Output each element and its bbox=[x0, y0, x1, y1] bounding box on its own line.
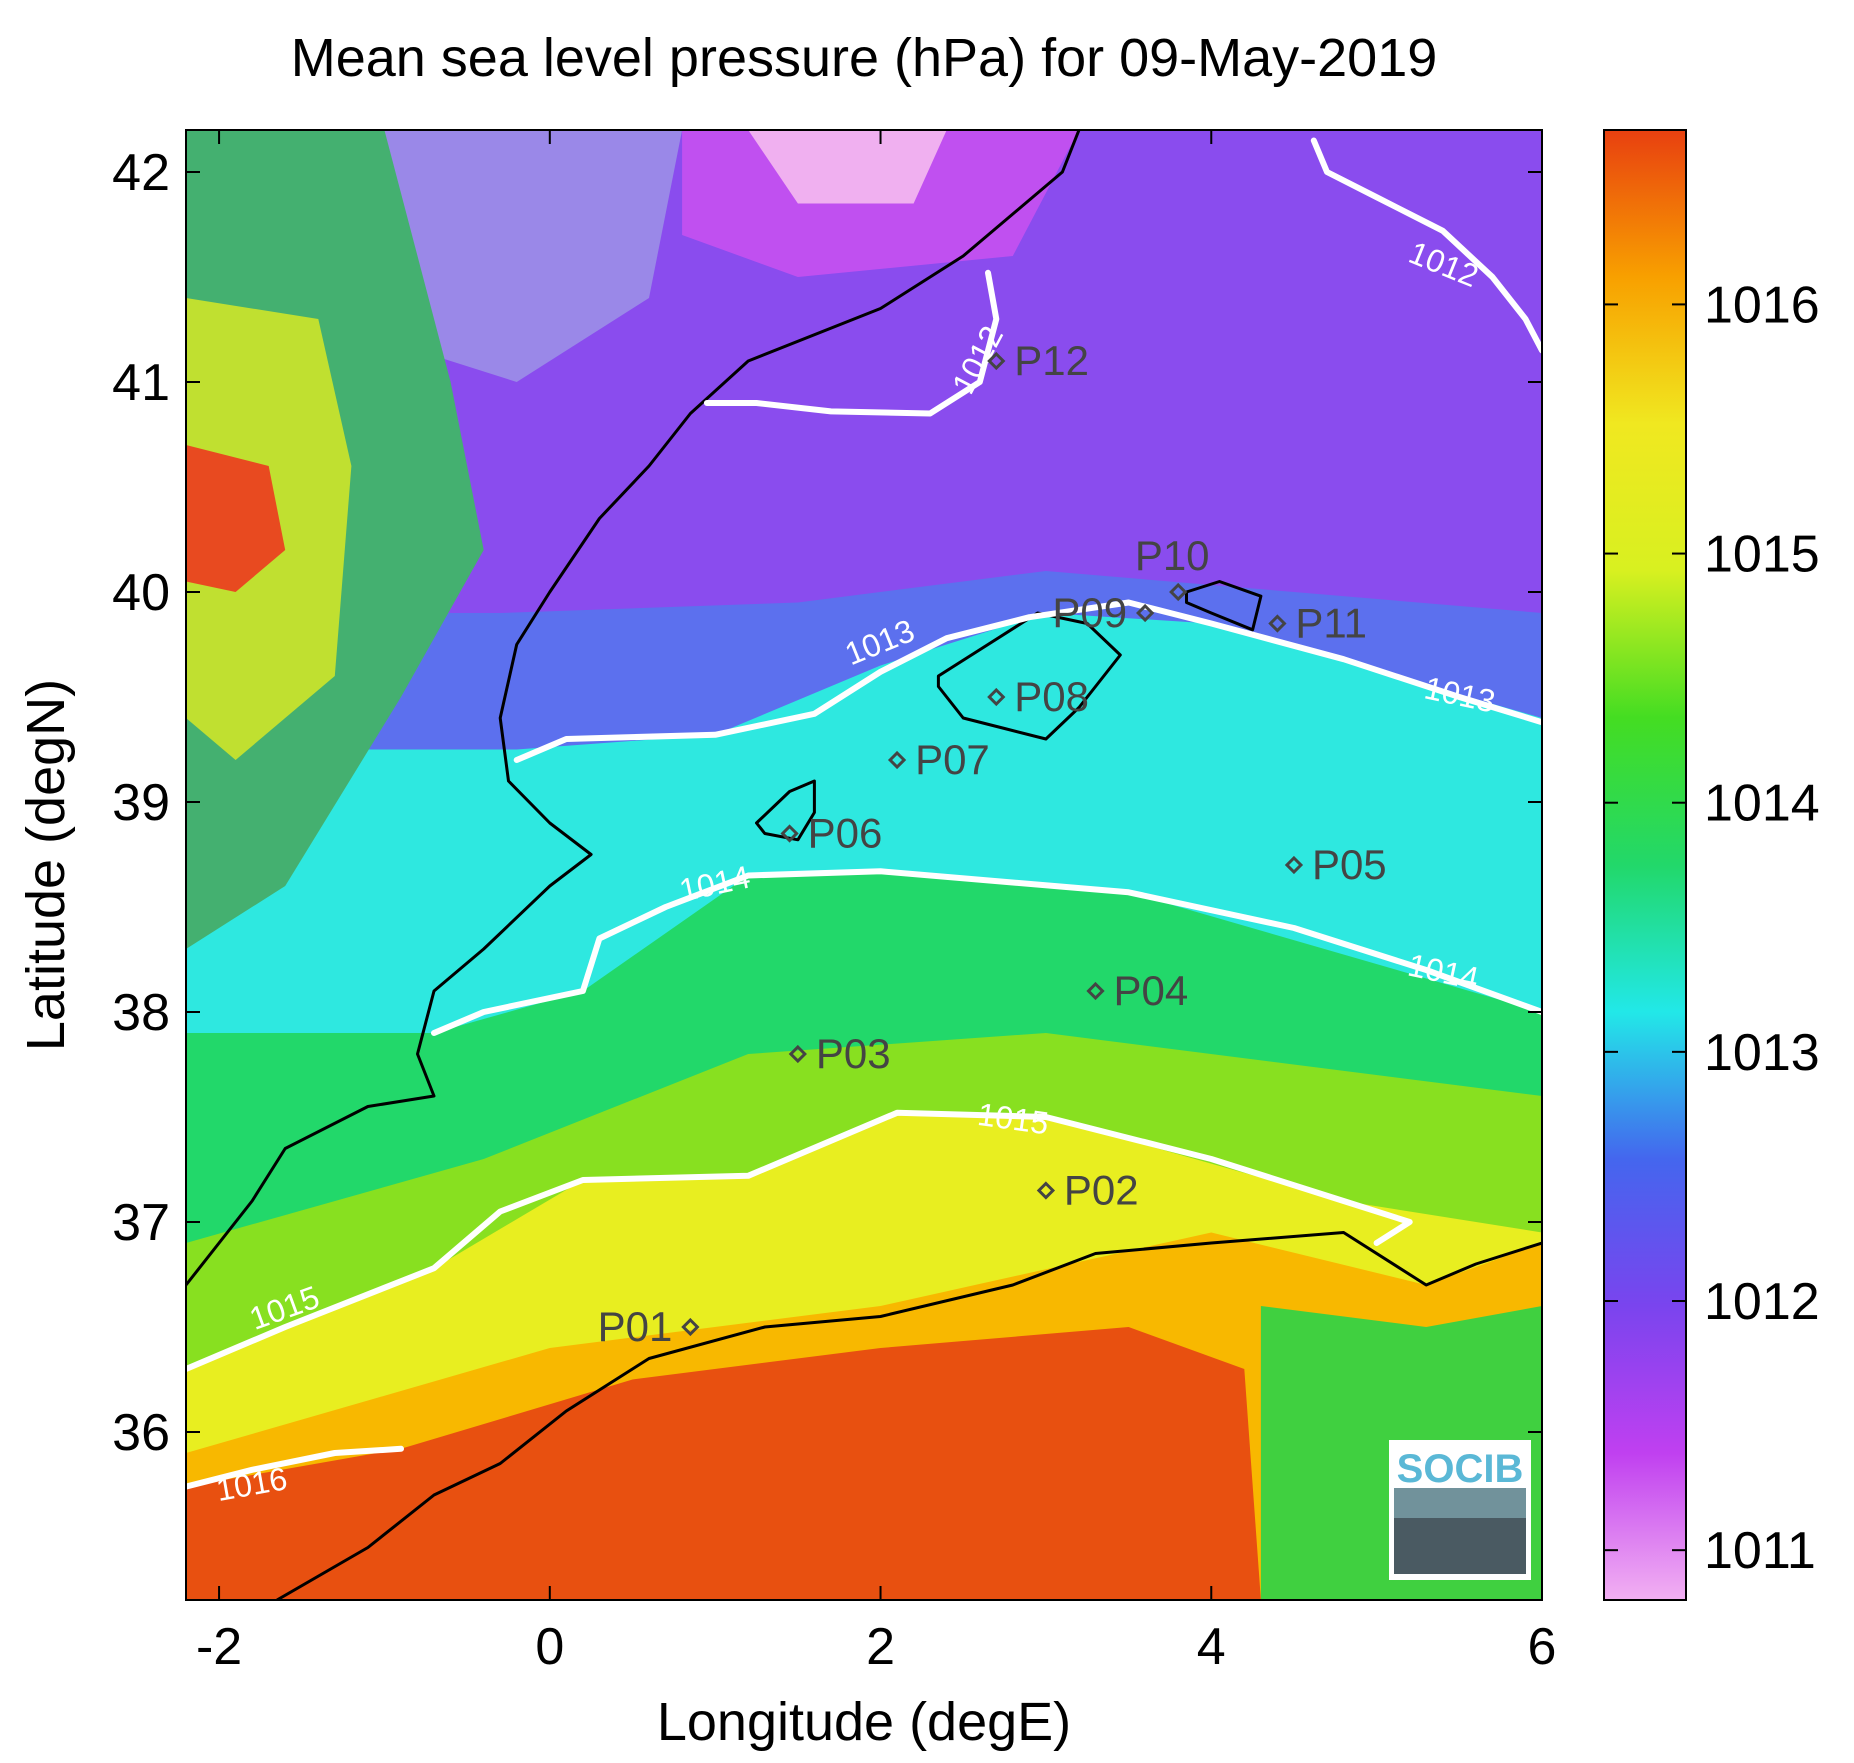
isobar-1015 bbox=[186, 1109, 1413, 1372]
station-marker-p04 bbox=[1086, 981, 1105, 1001]
y-tick-label: 42 bbox=[112, 144, 170, 202]
field-band bbox=[748, 130, 947, 204]
y-axis-label: Latitude (degN) bbox=[16, 679, 76, 1051]
colorbar bbox=[1603, 129, 1687, 1601]
station-label-p07: P07 bbox=[915, 736, 990, 783]
station-label-p08: P08 bbox=[1014, 673, 1089, 720]
field-band bbox=[186, 445, 286, 592]
coastline-iberia-east bbox=[186, 130, 1081, 1286]
isobar-1014 bbox=[431, 868, 1542, 1036]
station-marker-p03 bbox=[788, 1044, 807, 1064]
colorbar-tick-label: 1011 bbox=[1704, 1522, 1816, 1580]
isobar-1016 bbox=[186, 1445, 404, 1490]
isobar-1012 bbox=[703, 269, 1000, 417]
chart-title: Mean sea level pressure (hPa) for 09-May… bbox=[291, 28, 1438, 88]
station-label-p06: P06 bbox=[808, 810, 883, 857]
station-label-p02: P02 bbox=[1064, 1167, 1139, 1214]
x-tick-label: 2 bbox=[866, 1618, 895, 1676]
coastlines bbox=[186, 130, 1542, 1600]
station-marker-p12 bbox=[987, 351, 1006, 371]
station-marker-p09 bbox=[1135, 603, 1155, 623]
station-marker-p10 bbox=[1169, 582, 1188, 602]
x-tick-label: 0 bbox=[535, 1618, 564, 1676]
coastline-africa-north bbox=[276, 1231, 1542, 1600]
station-label-p09: P09 bbox=[1052, 589, 1127, 636]
y-tick-label: 39 bbox=[112, 774, 170, 832]
coastline-menorca bbox=[1185, 580, 1263, 632]
x-axis: -2 0 2 4 6 bbox=[196, 130, 1557, 1676]
logo-sky bbox=[1394, 1488, 1526, 1518]
y-axis: 36 37 38 39 40 41 42 bbox=[112, 144, 1542, 1462]
y-tick-label: 36 bbox=[112, 1404, 170, 1462]
station-label-p10: P10 bbox=[1135, 532, 1210, 579]
field-band bbox=[384, 130, 683, 382]
isobar-contours bbox=[186, 137, 1542, 1490]
colorbar-ticks: 1011 1012 1013 1014 1015 1016 bbox=[1604, 276, 1820, 1580]
colorbar-tick-label: 1014 bbox=[1704, 775, 1820, 833]
plot-frame bbox=[185, 129, 1543, 1601]
coastline-mallorca bbox=[936, 611, 1122, 741]
station-marker-p06 bbox=[780, 824, 799, 843]
y-tick-label: 41 bbox=[112, 354, 170, 412]
logo-text: SOCIB bbox=[1397, 1447, 1524, 1491]
station-marker-p08 bbox=[987, 687, 1006, 707]
isobar-1012 bbox=[1310, 137, 1542, 354]
field-bands bbox=[186, 130, 1542, 1600]
socib-logo: SOCIB bbox=[1389, 1440, 1531, 1580]
x-axis-label: Longitude (degE) bbox=[657, 1692, 1071, 1752]
station-label-p11: P11 bbox=[1295, 600, 1367, 647]
colorbar-tick-label: 1016 bbox=[1704, 276, 1820, 334]
station-marker-p02 bbox=[1036, 1181, 1056, 1200]
station-label-p01: P01 bbox=[598, 1303, 673, 1350]
y-tick-label: 40 bbox=[112, 564, 170, 622]
isobar-1013 bbox=[513, 599, 1542, 763]
field-band bbox=[186, 1327, 1261, 1600]
x-tick-label: 4 bbox=[1197, 1618, 1226, 1676]
y-tick-label: 38 bbox=[112, 984, 170, 1042]
station-label-p12: P12 bbox=[1014, 337, 1089, 384]
coastline-ibiza bbox=[755, 779, 816, 842]
station-label-p04: P04 bbox=[1114, 967, 1189, 1014]
y-tick-label: 37 bbox=[112, 1194, 170, 1252]
x-tick-label: -2 bbox=[196, 1618, 242, 1676]
station-marker-p07 bbox=[887, 750, 907, 770]
colorbar-tick-label: 1015 bbox=[1704, 526, 1820, 584]
x-tick-label: 6 bbox=[1528, 1618, 1557, 1676]
station-label-p05: P05 bbox=[1312, 841, 1387, 888]
colorbar-tick-label: 1013 bbox=[1704, 1024, 1820, 1082]
station-marker-p01 bbox=[681, 1317, 700, 1337]
station-marker-p05 bbox=[1284, 855, 1304, 875]
station-label-p03: P03 bbox=[816, 1030, 891, 1077]
station-marker-p11 bbox=[1268, 614, 1287, 633]
colorbar-tick-label: 1012 bbox=[1704, 1273, 1820, 1331]
